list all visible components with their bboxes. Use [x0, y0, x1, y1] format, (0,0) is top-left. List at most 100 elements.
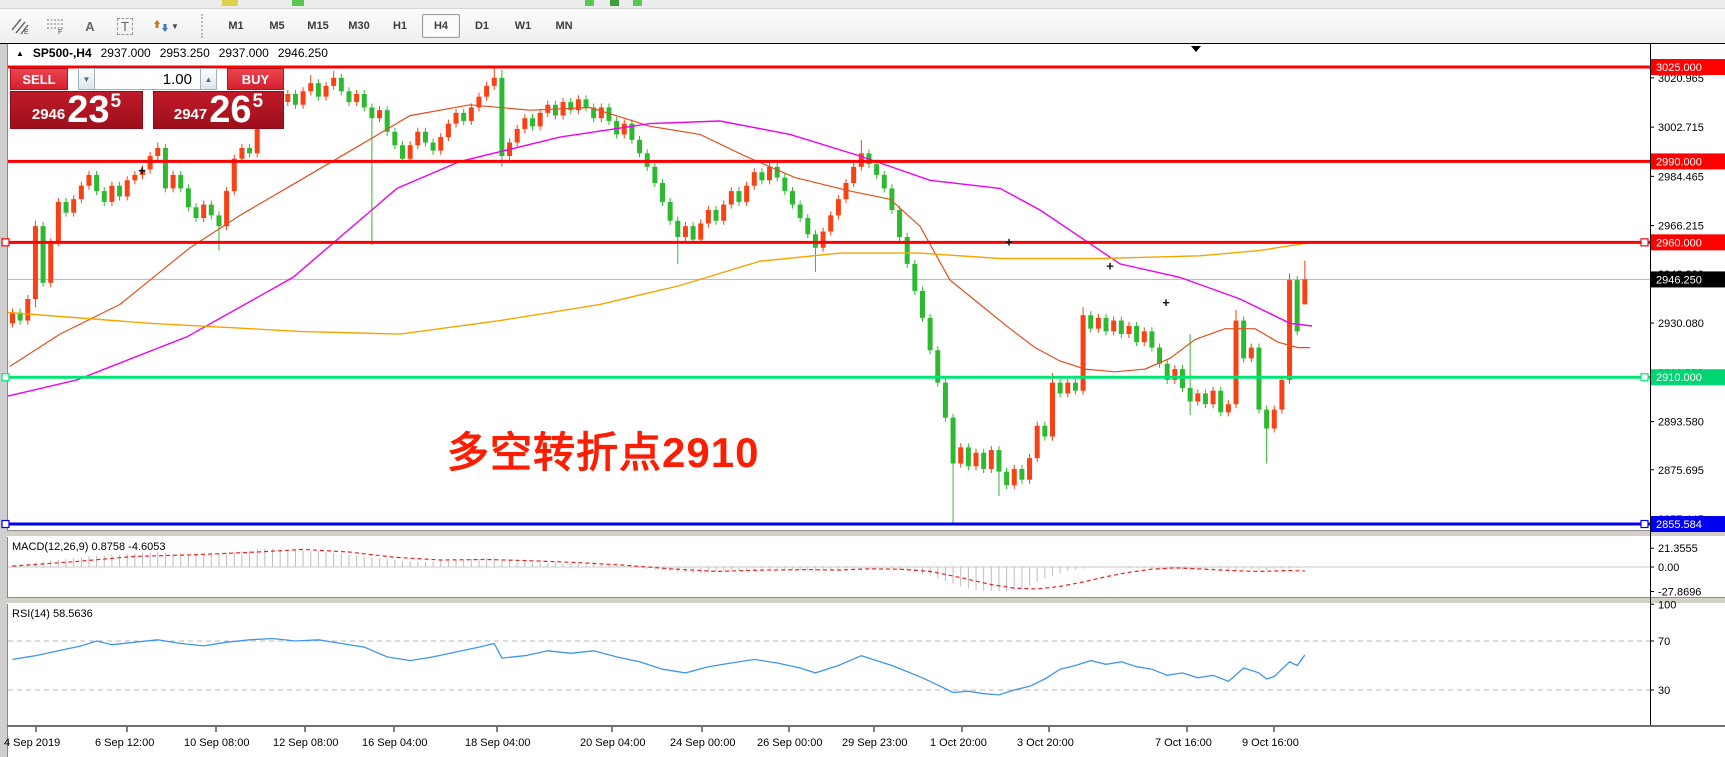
timeframe-H1[interactable]: H1 — [392, 20, 408, 32]
date-label: 12 Sep 08:00 — [273, 737, 338, 749]
price-tick-label: 2893.580 — [1658, 417, 1704, 429]
date-label: 1 Oct 20:00 — [930, 737, 987, 749]
rsi-indicator-label: RSI(14) 58.5636 — [12, 608, 93, 620]
ma-fast-line — [9, 104, 1310, 373]
timeframe-H4[interactable]: H4 — [422, 14, 460, 38]
date-label: 29 Sep 23:00 — [842, 737, 907, 749]
toolbar-separator — [201, 14, 211, 38]
price-badge-label: 3025.000 — [1656, 62, 1702, 74]
buy-quote-button[interactable]: 2947 26 5 — [153, 91, 284, 129]
date-label: 4 Sep 2019 — [4, 737, 60, 749]
ma-mid-line — [7, 120, 1313, 397]
date-label: 6 Sep 12:00 — [95, 737, 154, 749]
macd-pane — [8, 548, 1650, 592]
support-resistance-lines[interactable] — [1, 65, 1650, 529]
rsi-axis-label: 70 — [1658, 636, 1670, 648]
toolbar-fragment — [610, 0, 619, 6]
price-badge — [1651, 516, 1725, 533]
toolbar-fragment — [633, 0, 642, 6]
price-tick-label: 2966.215 — [1658, 221, 1704, 233]
price-badge — [1651, 369, 1725, 386]
date-label: 7 Oct 16:00 — [1155, 737, 1212, 749]
sell-quote-button[interactable]: 2946 23 5 — [10, 91, 143, 129]
timeframe-MN[interactable]: MN — [555, 20, 573, 32]
date-label: 10 Sep 08:00 — [184, 737, 249, 749]
toolbar-fragment — [585, 0, 594, 6]
price-tick-label: 3002.715 — [1658, 122, 1704, 134]
text-tool-button[interactable]: A — [75, 13, 105, 39]
volume-decrease-button[interactable]: ▼ — [78, 68, 95, 90]
svg-text:+: + — [1005, 234, 1013, 249]
date-label: 9 Oct 16:00 — [1242, 737, 1299, 749]
ma-slow-line — [7, 241, 1313, 335]
timeframe-M15[interactable]: M15 — [307, 20, 329, 32]
svg-text:+: + — [138, 163, 146, 178]
line-handle[interactable] — [1, 519, 10, 529]
chart-text-annotation[interactable]: 多空转折点2910 — [447, 429, 760, 476]
sell-price-sup: 5 — [110, 91, 122, 112]
price-badge — [1651, 234, 1725, 251]
line-handle[interactable] — [1640, 519, 1649, 529]
label-tool-button[interactable]: T — [110, 13, 140, 39]
window-left-edge — [0, 43, 8, 757]
channels-tool-button[interactable]: E — [5, 13, 35, 39]
timeframe-W1[interactable]: W1 — [514, 20, 532, 32]
arrows-icon — [154, 20, 169, 32]
svg-text:+: + — [1162, 295, 1170, 310]
chart-shift-marker[interactable] — [1191, 46, 1201, 52]
price-badge-label: 2910.000 — [1656, 372, 1702, 384]
collapse-arrow-icon[interactable]: ▲ — [16, 48, 24, 58]
high-value: 2953.250 — [159, 46, 210, 60]
one-click-trading-panel: SELL ▼ ▲ BUY 2946 23 5 2947 26 5 — [10, 68, 284, 129]
volume-increase-button[interactable]: ▲ — [200, 68, 217, 90]
arrows-tool-button[interactable]: ▼ — [145, 13, 187, 39]
price-tick-label: 3020.965 — [1658, 73, 1704, 85]
sell-button[interactable]: SELL — [10, 68, 68, 90]
price-tick-label: 2984.465 — [1658, 171, 1704, 183]
sell-price-big: 23 — [67, 88, 110, 131]
timeframe-M5[interactable]: M5 — [269, 20, 285, 32]
line-handle[interactable] — [1640, 238, 1649, 247]
macd-signal-line — [12, 548, 1305, 590]
line-handle[interactable] — [1, 238, 10, 247]
ohlc-header: ▲ SP500-,H4 2937.000 2953.250 2937.000 2… — [16, 46, 328, 60]
line-handle[interactable] — [1, 373, 10, 382]
date-label: 20 Sep 04:00 — [580, 737, 645, 749]
svg-text:E: E — [24, 29, 29, 35]
line-handle[interactable] — [1640, 373, 1649, 382]
price-tick-label: 2930.080 — [1658, 318, 1704, 330]
toolbar-fragment — [222, 0, 238, 6]
time-axis-border — [7, 725, 1725, 727]
timeframe-D1[interactable]: D1 — [474, 20, 490, 32]
price-badge-label: 2946.250 — [1656, 274, 1702, 286]
buy-button[interactable]: BUY — [227, 68, 284, 90]
time-axis[interactable]: 4 Sep 2019 6 Sep 12:00 10 Sep 08:00 12 Sep … — [4, 46, 1299, 749]
rsi-axis-label: 30 — [1658, 685, 1670, 697]
timeframe-M30[interactable]: M30 — [348, 20, 370, 32]
price-tick-label: 2875.695 — [1658, 465, 1704, 477]
svg-text:+: + — [1106, 259, 1114, 274]
price-badge-label: 2960.000 — [1656, 237, 1702, 249]
price-badge — [1651, 153, 1725, 170]
volume-input[interactable] — [95, 68, 200, 90]
clipped-toolbar-strip — [0, 0, 1725, 9]
pane-splitter-rsi[interactable] — [7, 597, 1725, 604]
pane-splitter-macd[interactable] — [7, 530, 1725, 537]
symbol-period-label: SP500-,H4 — [32, 46, 92, 60]
price-axis-border — [1650, 44, 1651, 727]
channels-icon: E — [11, 18, 29, 35]
macd-axis-label: -27.8696 — [1658, 587, 1701, 599]
fibonacci-icon: F — [47, 19, 63, 35]
timeframe-M1[interactable]: M1 — [228, 20, 244, 32]
buy-price-small: 2947 — [173, 106, 208, 123]
macd-indicator-label: MACD(12,26,9) 0.8758 -4.6053 — [12, 541, 166, 553]
rsi-pane — [8, 637, 1650, 696]
date-label: 16 Sep 04:00 — [362, 737, 427, 749]
object-markers: + + + + — [138, 163, 1170, 310]
fibonacci-tool-button[interactable]: F — [40, 13, 70, 39]
text-tool-icon: A — [85, 18, 95, 34]
chevron-down-icon: ▼ — [171, 21, 179, 31]
macd-axis-label: 0.00 — [1658, 562, 1679, 574]
